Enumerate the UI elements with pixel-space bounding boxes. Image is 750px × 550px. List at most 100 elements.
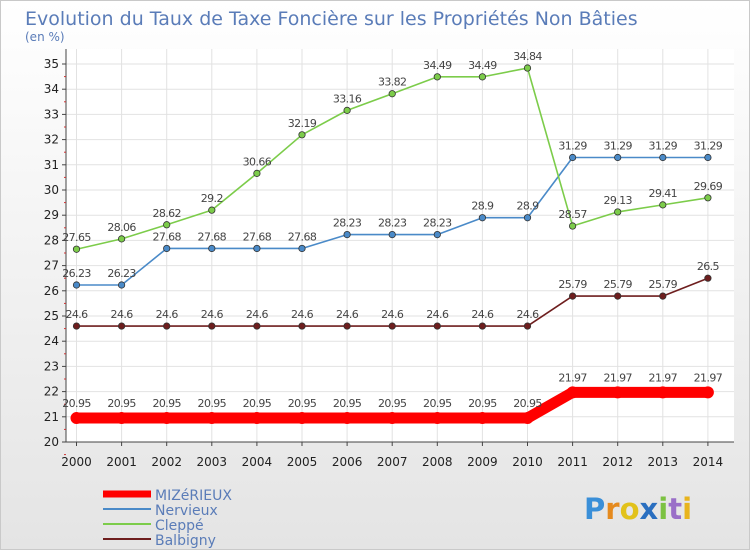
data-point-balbigny [614,292,622,300]
y-tick-label: 31 [44,158,59,172]
x-tick-label: 2011 [557,455,588,469]
data-point-nervieux [72,281,81,289]
data-label-nervieux: 31.29 [694,139,723,152]
data-label-miz-rieux: 20.95 [513,397,542,410]
data-label-clepp-: 28.62 [152,207,181,220]
y-tick-label: 35 [44,57,59,71]
y-tick-label: 34 [44,82,59,96]
x-tick-label: 2003 [197,455,228,469]
data-label-nervieux: 28.23 [333,217,362,230]
y-tick-label: 21 [44,410,59,424]
data-label-nervieux: 26.23 [107,267,136,280]
y-tick-label: 23 [44,359,59,373]
data-point-clepp- [614,208,622,216]
data-point-nervieux [659,153,667,162]
data-point-miz-rieux [296,412,308,425]
data-label-miz-rieux: 20.95 [198,397,227,410]
data-point-balbigny [704,274,712,282]
data-label-balbigny: 24.6 [65,308,88,321]
data-point-clepp- [478,73,486,81]
data-point-clepp- [163,221,171,229]
data-label-miz-rieux: 21.97 [603,371,632,384]
data-point-balbigny [163,322,171,330]
data-label-nervieux: 28.9 [471,200,494,213]
data-point-clepp- [343,106,351,114]
data-label-balbigny: 24.6 [516,308,539,321]
x-tick-label: 2000 [61,455,92,469]
data-label-miz-rieux: 20.95 [333,397,362,410]
data-label-miz-rieux: 20.95 [243,397,272,410]
data-point-miz-rieux [431,412,444,425]
data-label-miz-rieux: 20.95 [107,397,136,410]
data-point-balbigny [523,322,532,330]
data-point-miz-rieux [566,386,579,399]
data-label-balbigny: 24.6 [471,308,494,321]
data-label-balbigny: 25.79 [558,278,587,291]
data-label-balbigny: 24.6 [381,308,404,321]
data-label-nervieux: 31.29 [649,139,678,152]
x-tick-label: 2006 [332,455,363,469]
y-tick-label: 20 [44,435,59,449]
x-tick-label: 2014 [693,455,724,469]
data-point-miz-rieux [386,412,399,425]
x-tick-label: 2005 [287,455,318,469]
data-point-nervieux [208,244,216,253]
data-label-clepp-: 33.82 [378,76,407,89]
data-label-balbigny: 26.5 [697,260,720,273]
chart-title: Evolution du Taux de Taxe Foncière sur l… [25,8,638,30]
y-tick-label: 29 [44,208,59,222]
data-label-miz-rieux: 21.97 [694,371,723,384]
x-tick-label: 2002 [151,455,182,469]
data-label-nervieux: 28.23 [378,217,407,230]
data-point-balbigny [433,322,441,330]
data-label-miz-rieux: 21.97 [649,371,678,384]
data-point-miz-rieux [115,412,128,425]
data-point-balbigny [478,322,486,330]
data-point-clepp- [388,90,396,98]
data-label-balbigny: 24.6 [291,308,314,321]
data-point-miz-rieux [70,412,83,425]
y-tick-label: 24 [44,334,59,348]
data-label-nervieux: 27.68 [243,230,272,243]
logo-letter: i [658,492,668,526]
x-tick-label: 2007 [377,455,408,469]
data-label-clepp-: 34.49 [468,59,497,72]
data-point-clepp- [704,194,712,202]
data-point-balbigny [298,322,306,330]
y-tick-label: 26 [44,284,59,298]
x-tick-label: 2001 [106,455,137,469]
legend-label-nervieux: Nervieux [155,503,218,519]
data-point-nervieux [614,153,622,162]
data-point-balbigny [208,322,216,330]
data-point-nervieux [388,231,396,239]
data-label-clepp-: 30.66 [243,155,272,168]
data-point-miz-rieux [341,412,354,425]
data-point-nervieux [433,231,441,239]
data-point-miz-rieux [476,412,489,425]
data-point-clepp- [433,73,441,81]
data-point-balbigny [343,322,351,330]
data-point-miz-rieux [521,412,534,425]
data-point-balbigny [388,322,396,330]
data-label-clepp-: 29.41 [649,187,678,200]
data-point-nervieux [343,231,351,239]
x-tick-label: 2013 [648,455,679,469]
data-point-clepp- [118,235,126,243]
y-tick-label: 25 [44,309,59,323]
x-tick-label: 2012 [602,455,633,469]
data-point-clepp- [298,131,306,139]
data-label-balbigny: 24.6 [336,308,359,321]
data-label-nervieux: 31.29 [558,139,587,152]
data-label-nervieux: 28.9 [516,200,539,213]
data-label-nervieux: 27.68 [198,230,227,243]
data-point-nervieux [163,244,171,253]
data-point-miz-rieux [656,386,669,399]
data-point-miz-rieux [250,412,263,425]
data-label-balbigny: 24.6 [426,308,449,321]
x-tick-label: 2004 [242,455,273,469]
data-label-miz-rieux: 20.95 [152,397,181,410]
data-point-nervieux [118,281,126,289]
data-label-nervieux: 27.68 [152,230,181,243]
data-label-miz-rieux: 20.95 [62,397,91,410]
